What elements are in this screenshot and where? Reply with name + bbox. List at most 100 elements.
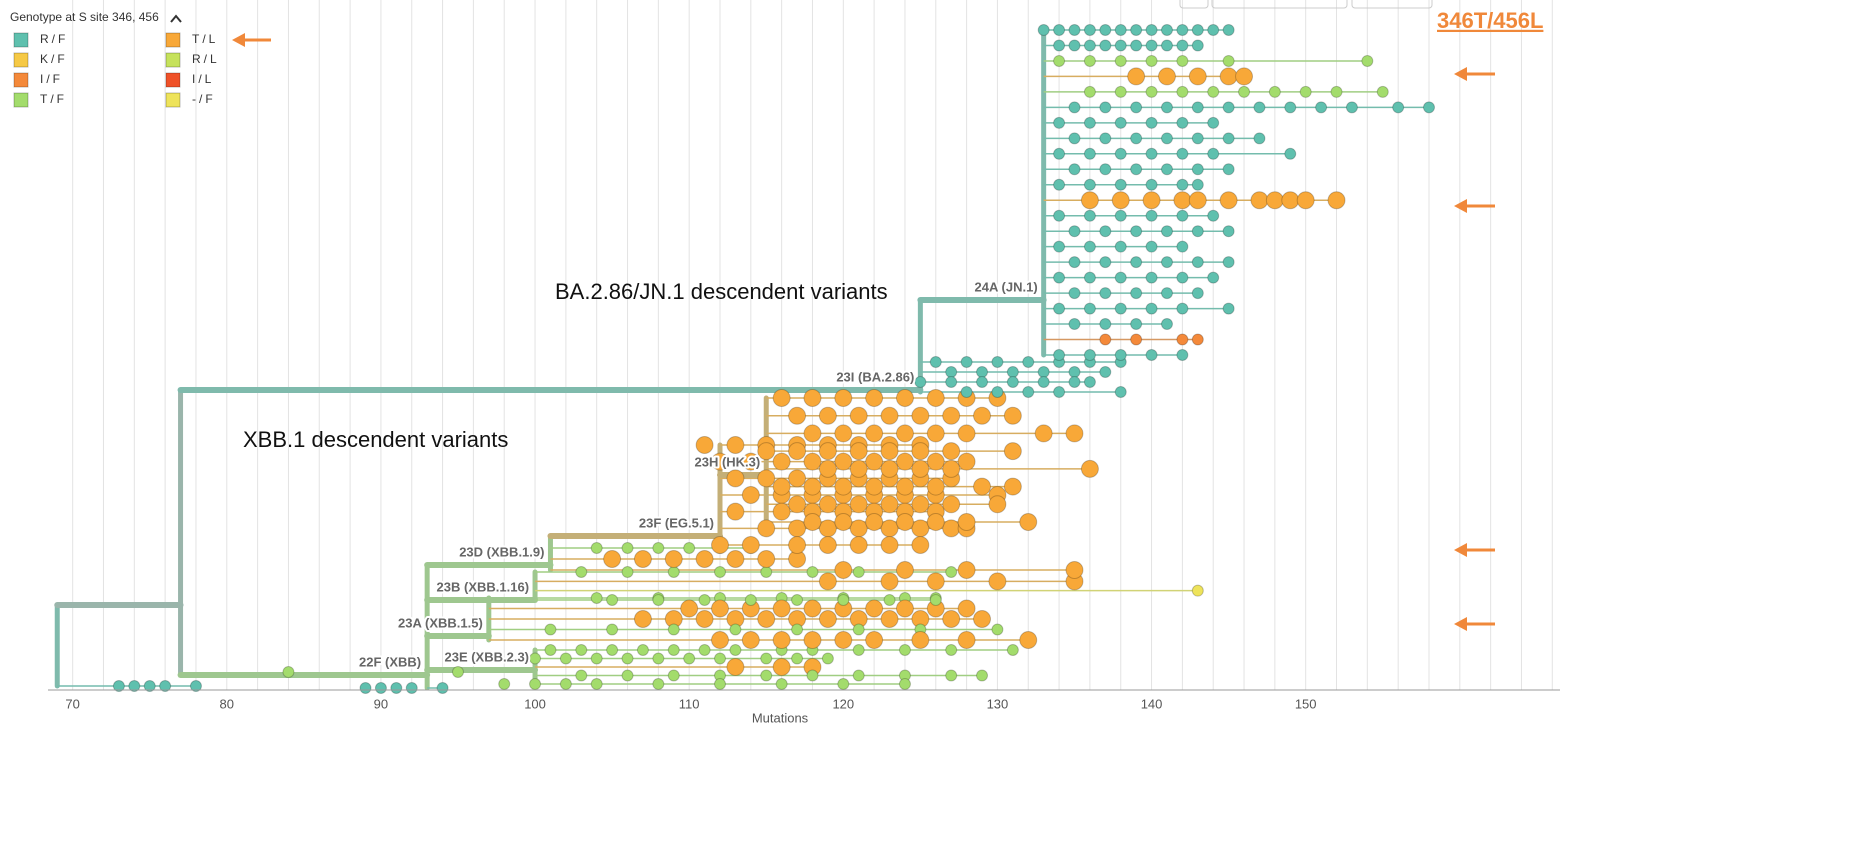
tip	[559, 678, 572, 690]
tip	[1191, 24, 1204, 36]
tip	[1191, 39, 1204, 52]
tip	[374, 682, 387, 694]
tip	[575, 669, 588, 682]
tip	[1207, 116, 1220, 129]
tip	[1099, 132, 1112, 145]
tip	[1191, 163, 1204, 176]
tip	[880, 536, 899, 554]
tip	[945, 644, 958, 656]
tip	[1019, 631, 1038, 649]
tip	[865, 599, 884, 618]
tip	[834, 424, 853, 443]
tip	[1191, 333, 1204, 346]
tip	[1191, 101, 1204, 114]
tip	[695, 610, 714, 628]
legend-swatch	[165, 72, 181, 88]
tip	[1327, 191, 1346, 210]
tip	[760, 669, 773, 682]
tip	[926, 513, 945, 531]
tip	[1053, 178, 1066, 191]
tip	[1053, 147, 1066, 160]
tip	[636, 644, 649, 656]
toolbar-button[interactable]	[1179, 0, 1209, 9]
tip	[1191, 584, 1204, 597]
x-tick-label: 120	[832, 696, 854, 711]
tip	[757, 610, 776, 628]
tip	[942, 442, 961, 461]
legend-label: K/F	[40, 52, 68, 66]
tip	[633, 550, 652, 568]
tip	[1114, 147, 1127, 160]
tip	[436, 682, 449, 694]
tip	[757, 442, 776, 461]
tip	[1191, 178, 1204, 191]
tip	[726, 658, 745, 676]
tip	[726, 469, 745, 488]
toolbar-button[interactable]	[1351, 0, 1433, 9]
tip	[911, 536, 930, 554]
tip	[529, 678, 542, 690]
tip	[1207, 147, 1220, 160]
tip	[849, 495, 868, 514]
tip	[818, 459, 837, 478]
tip	[929, 356, 942, 368]
tip	[1145, 271, 1158, 284]
tip	[1114, 349, 1127, 361]
legend-toggle[interactable]	[170, 14, 182, 23]
tip	[1111, 191, 1130, 210]
clade-label: 22F (XBB)	[359, 654, 421, 669]
tip	[911, 442, 930, 461]
tip	[1222, 54, 1235, 67]
tip	[1160, 225, 1173, 238]
clade-label: 23E (XBB.2.3)	[444, 649, 529, 664]
tip	[818, 610, 837, 628]
tip	[957, 561, 976, 579]
x-tick-label: 100	[524, 696, 546, 711]
tip	[1130, 39, 1143, 52]
tip	[1160, 287, 1173, 300]
tip	[1099, 24, 1112, 36]
tip	[1053, 54, 1066, 67]
tip	[405, 682, 418, 694]
tip	[803, 389, 822, 407]
tip	[1222, 132, 1235, 145]
x-tick-label: 80	[220, 696, 234, 711]
tip	[976, 669, 989, 682]
tip	[803, 631, 822, 649]
tip	[1219, 67, 1238, 86]
tip	[1083, 349, 1096, 361]
tip	[1099, 256, 1112, 269]
tip	[1222, 24, 1235, 36]
tip	[1130, 333, 1143, 346]
tip	[898, 644, 911, 656]
tip	[1361, 54, 1374, 67]
tip	[1037, 376, 1050, 388]
tip	[911, 631, 930, 649]
tip	[1330, 85, 1343, 98]
toolbar-button[interactable]	[1211, 0, 1348, 9]
tip	[1114, 209, 1127, 222]
tip	[957, 513, 976, 531]
tip	[664, 550, 683, 568]
tip	[1281, 191, 1300, 210]
legend-label: R/L	[192, 52, 220, 66]
tip	[590, 652, 603, 665]
tip	[1315, 101, 1328, 114]
tip	[621, 669, 634, 682]
tip	[1145, 240, 1158, 253]
tip	[895, 513, 914, 531]
tip	[1099, 163, 1112, 176]
tip	[865, 452, 884, 471]
tip	[772, 599, 791, 618]
clade-label: 23A (XBB.1.5)	[398, 615, 483, 630]
tip	[911, 406, 930, 425]
tip	[1037, 366, 1050, 378]
tip	[973, 610, 992, 628]
tip	[652, 652, 665, 665]
tip	[1142, 191, 1161, 210]
tip	[880, 495, 899, 514]
tip	[911, 459, 930, 478]
tip	[791, 594, 804, 606]
tip	[1003, 477, 1022, 496]
tip	[865, 513, 884, 531]
